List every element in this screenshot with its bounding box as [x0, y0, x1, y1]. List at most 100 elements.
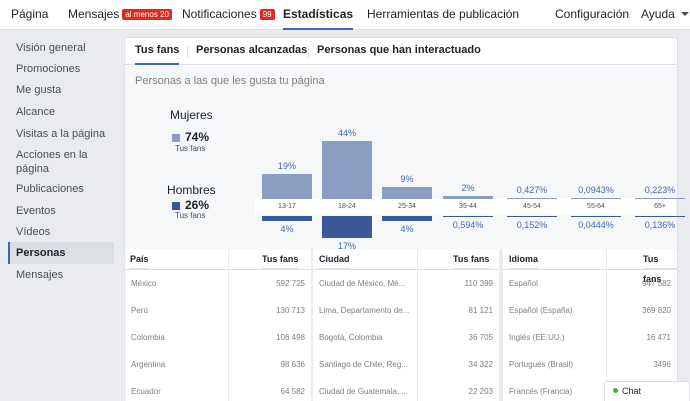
- sidebar-item-label: Vídeos: [16, 226, 51, 238]
- sidebar-item-label: Personas: [16, 247, 66, 259]
- tab-label: Tus fans: [135, 44, 180, 56]
- column-divider: [417, 249, 418, 401]
- nav-notificaciones[interactable]: Notificaciones 99: [182, 0, 275, 30]
- bar-men-label: 0,594%: [452, 220, 484, 230]
- table-row[interactable]: Portugués (Brasil) 3496: [503, 351, 677, 378]
- nav-herramientas-label: Herramientas de publicación: [367, 7, 520, 21]
- legend-women-label: Mujeres: [170, 108, 213, 122]
- table-gap: [499, 249, 503, 401]
- table-row[interactable]: Español (España) 369 820: [503, 297, 677, 324]
- sidebar-item-videos[interactable]: Vídeos: [8, 225, 114, 239]
- bar-women-label: 0,223%: [644, 185, 676, 195]
- bar-men-18-24: [322, 216, 372, 238]
- table-divider: [125, 269, 311, 270]
- bar-men-label: 4%: [280, 224, 294, 235]
- sidebar-item-label: Acciones en la página: [16, 149, 88, 175]
- bar-women-label: 2%: [461, 183, 475, 194]
- nav-estadisticas-label: Estadísticas: [283, 7, 354, 21]
- mensajes-badge: al menos 20: [122, 9, 172, 20]
- column-divider: [606, 249, 607, 401]
- bar-men-label: 0,0444%: [578, 220, 614, 230]
- table-cell-name: Español: [509, 279, 538, 288]
- table-cell-name: Portugués (Brasil): [509, 360, 574, 369]
- nav-pagina-label: Página: [11, 7, 49, 21]
- table-cell-name: Santiago de Chile, Reg...: [319, 360, 408, 369]
- legend-men-swatch: [172, 202, 180, 210]
- table-cell-name: Colombia: [131, 333, 165, 342]
- sidebar-item-publicaciones[interactable]: Publicaciones: [8, 182, 114, 196]
- nav-configuracion-label: Configuración: [555, 7, 630, 21]
- table-row[interactable]: Ciudad de México, Mé... 110 399: [313, 270, 499, 297]
- sidebar-item-personas[interactable]: Personas: [8, 242, 114, 264]
- country-header: País: [130, 249, 149, 269]
- language-header: Idioma: [509, 249, 539, 269]
- top-navigation: Página Mensajes al menos 20 Notificacione…: [0, 0, 690, 30]
- table-gap: [311, 249, 313, 401]
- table-cell-value: 36 705: [468, 333, 493, 342]
- sidebar-item-alcance[interactable]: Alcance: [8, 105, 114, 119]
- sidebar-item-label: Promociones: [16, 63, 81, 75]
- bar-men-55-64: [571, 216, 621, 217]
- nav-mensajes-label: Mensajes: [68, 7, 120, 21]
- table-cell-name: Perú: [131, 306, 148, 315]
- bar-men-45-54: [507, 216, 557, 217]
- online-dot-icon: [613, 388, 618, 393]
- sidebar-item-label: Alcance: [16, 106, 56, 118]
- nav-ayuda[interactable]: Ayuda: [641, 0, 689, 30]
- table-row[interactable]: Argentina 98 636: [125, 351, 311, 378]
- table-cell-name: Español (España): [509, 306, 573, 315]
- tab-personas-alcanzadas[interactable]: Personas alcanzadas: [186, 38, 307, 65]
- table-row[interactable]: Lima, Departamento de... 81 121: [313, 297, 499, 324]
- tab-label: Personas que han interactuado: [317, 44, 481, 56]
- sidebar-item-mensajes[interactable]: Mensajes: [8, 268, 114, 282]
- nav-herramientas[interactable]: Herramientas de publicación: [367, 0, 519, 30]
- nav-mensajes[interactable]: Mensajes al menos 20: [68, 0, 172, 30]
- nav-configuracion[interactable]: Configuración: [555, 0, 629, 30]
- table-row[interactable]: Inglés (EE.UU.) 16 471: [503, 324, 677, 351]
- table-row[interactable]: Santiago de Chile, Reg... 34 322: [313, 351, 499, 378]
- legend-women-swatch: [172, 134, 180, 142]
- tab-tus-fans[interactable]: Tus fans: [135, 38, 180, 65]
- sidebar-item-eventos[interactable]: Eventos: [8, 204, 114, 218]
- bar-men-25-34: [382, 216, 432, 222]
- table-row[interactable]: México 592 725: [125, 270, 311, 297]
- sidebar-item-me-gusta[interactable]: Me gusta: [8, 83, 114, 97]
- column-divider: [228, 249, 229, 401]
- table-cell-name: Ciudad de México, Mé...: [319, 279, 406, 288]
- table-cell-name: México: [131, 279, 157, 288]
- table-cell-value: 592 725: [276, 279, 305, 288]
- sidebar-item-vision-general[interactable]: Visión general: [8, 41, 114, 55]
- table-row[interactable]: Ecuador 64 582: [125, 378, 311, 401]
- table-cell-value: 130 713: [276, 306, 305, 315]
- city-fans-header: Tus fans: [453, 249, 490, 269]
- table-row[interactable]: Ciudad de Guatemala, ... 22 203: [313, 378, 499, 401]
- bar-women-45-54: [507, 198, 557, 199]
- table-cell-value: 16 471: [646, 333, 671, 342]
- country-fans-header: Tus fans: [262, 249, 299, 269]
- demographics-chart: Personas a las que les gusta tu página M…: [125, 66, 685, 251]
- language-table: Idioma Tus fans Español 947 582 Español (E…: [503, 249, 677, 401]
- table-row[interactable]: Bogotá, Colombia 36 705: [313, 324, 499, 351]
- chat-tab[interactable]: Chat: [604, 381, 690, 401]
- chart-title: Personas a las que les gusta tu página: [135, 75, 325, 87]
- table-row[interactable]: Perú 130 713: [125, 297, 311, 324]
- sidebar-item-visitas[interactable]: Visitas a la página: [8, 127, 114, 141]
- legend-men-sub: Tus fans: [175, 211, 206, 220]
- city-table: Ciudad Tus fans Ciudad de México, Mé... 1…: [313, 249, 499, 401]
- table-row[interactable]: Español 947 582: [503, 270, 677, 297]
- nav-pagina[interactable]: Página: [11, 0, 48, 30]
- legend-women-sub: Tus fans: [175, 144, 206, 153]
- age-axis-band: [255, 198, 675, 215]
- tab-bar: Tus fans Personas alcanzadas Personas qu…: [125, 38, 677, 65]
- table-cell-value: 110 399: [464, 279, 493, 288]
- table-row[interactable]: Colombia 106 498: [125, 324, 311, 351]
- city-header: Ciudad: [319, 249, 350, 269]
- table-cell-value: 81 121: [468, 306, 493, 315]
- table-cell-value: 106 498: [276, 333, 305, 342]
- bar-men-65+: [635, 216, 685, 217]
- nav-estadisticas[interactable]: Estadísticas: [283, 0, 354, 30]
- age-tick-label: 55-64: [587, 203, 605, 210]
- tab-personas-interactuado[interactable]: Personas que han interactuado: [308, 38, 481, 65]
- sidebar-item-acciones[interactable]: Acciones en la página: [8, 148, 98, 176]
- sidebar-item-promociones[interactable]: Promociones: [8, 62, 114, 76]
